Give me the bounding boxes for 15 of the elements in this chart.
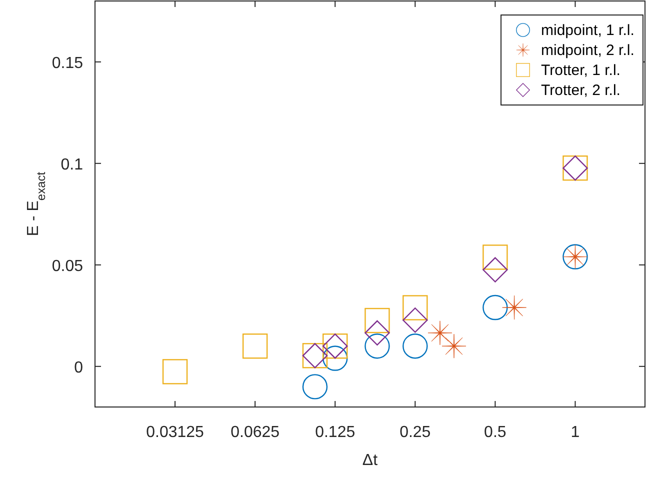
- legend-label: midpoint, 2 r.l.: [541, 42, 634, 59]
- y-tick-label: 0.1: [60, 156, 84, 174]
- y-tick-label: 0.15: [52, 54, 84, 72]
- legend-label: midpoint, 1 r.l.: [541, 22, 634, 39]
- legend-label: Trotter, 1 r.l.: [541, 62, 620, 79]
- legend-label: Trotter, 2 r.l.: [541, 82, 620, 99]
- x-tick-label: 0.0625: [230, 424, 280, 441]
- x-tick-label: 1: [570, 424, 580, 441]
- x-tick-label: 0.25: [400, 424, 431, 441]
- y-tick-label: 0: [74, 359, 84, 376]
- x-axis-title: Δt: [362, 452, 378, 469]
- y-tick-label: 0.05: [52, 258, 84, 275]
- x-tick-label: 0.5: [484, 424, 506, 441]
- x-tick-label: 0.125: [315, 424, 356, 441]
- x-tick-label: 0.03125: [146, 424, 204, 441]
